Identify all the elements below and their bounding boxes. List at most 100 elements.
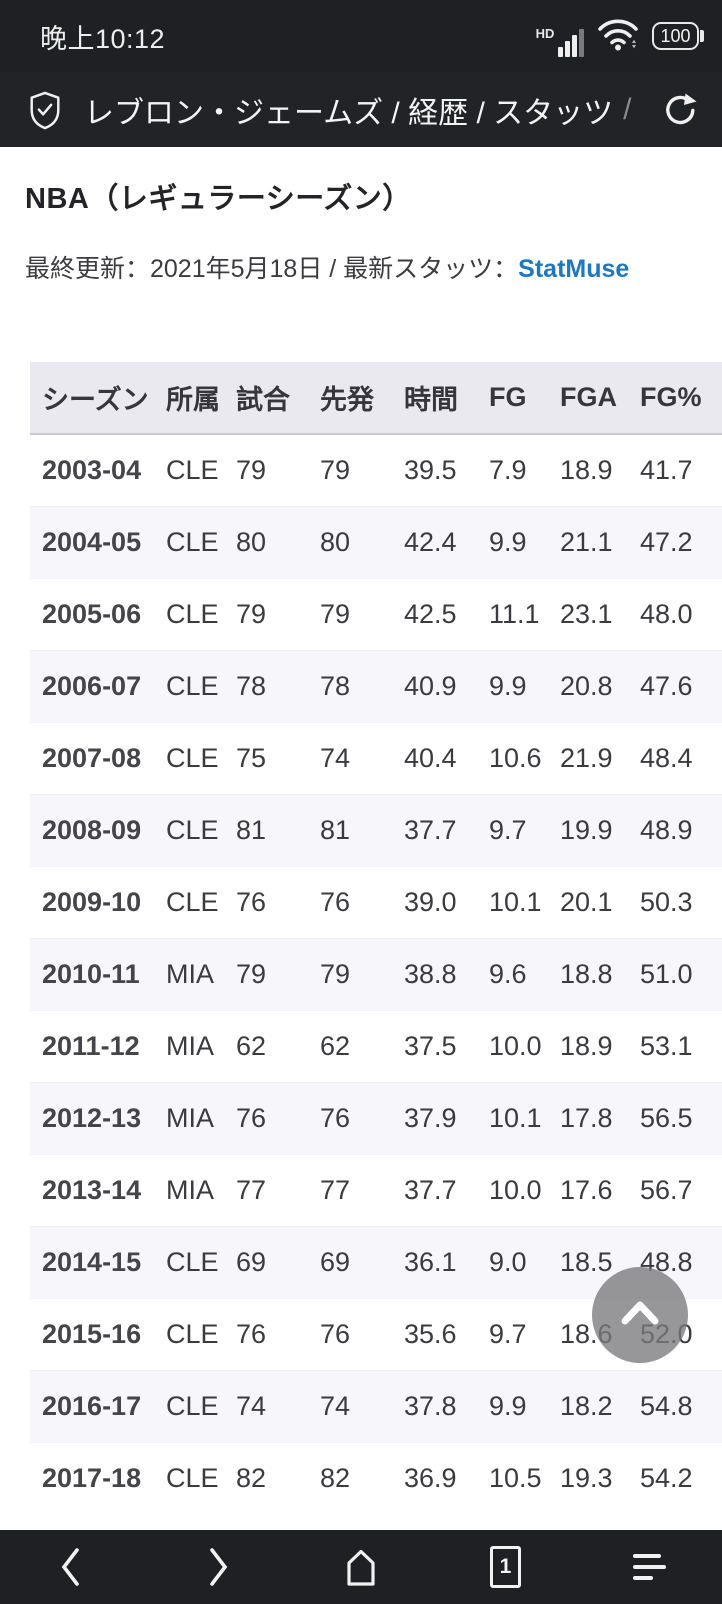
table-row: 2013-14 MIA 77 77 37.7 10.0 17.6 56.7	[30, 1153, 722, 1226]
col-header-fgpct: FG%	[640, 362, 722, 435]
stat-cell: 10.1	[489, 1081, 560, 1154]
stat-cell: 77	[320, 1153, 404, 1226]
refresh-icon[interactable]	[658, 88, 702, 132]
stat-cell: 7.9	[489, 454, 527, 485]
table-row: 2003-04 CLE 79 79 39.5 7.9 18.9 41.7	[30, 434, 722, 506]
stat-cell: CLE	[166, 454, 219, 485]
stat-cell: 9.0	[489, 1225, 560, 1298]
last-updated-line: 最終更新：2021年5月18日 / 最新スタッツ：StatMuse	[25, 249, 722, 285]
stat-cell: 69	[320, 1225, 404, 1298]
season-cell: 2004-05	[30, 505, 166, 578]
security-shield-icon[interactable]	[26, 88, 64, 132]
table-header-row: シーズン 所属 試合 先発 時間 FG FGA FG%	[30, 362, 722, 435]
scroll-to-top-button[interactable]	[592, 1267, 688, 1363]
statmuse-link[interactable]: StatMuse	[518, 255, 630, 283]
stat-cell: 74	[320, 1369, 404, 1442]
stat-cell: 75	[236, 721, 320, 794]
stat-cell: 48.8	[640, 1225, 722, 1298]
col-header-minutes: 時間	[404, 362, 489, 435]
stat-cell: 9.9	[489, 649, 560, 722]
stat-cell: 10.5	[489, 1441, 560, 1514]
season-cell: 2006-07	[30, 649, 166, 722]
season-cell: 2015-16	[30, 1297, 166, 1370]
page-title-field[interactable]: レブロン・ジェームズ / 経歴 / スタッツ /	[84, 88, 638, 132]
stat-cell: 76	[236, 1081, 320, 1154]
stat-cell: 18.9	[560, 454, 613, 485]
stat-cell: 18.2	[560, 1369, 640, 1442]
stat-cell: 37.7	[404, 793, 489, 866]
stat-cell: CLE	[166, 793, 236, 866]
stat-cell: 62	[236, 1009, 320, 1082]
season-cell: 2011-12	[30, 1009, 166, 1082]
browser-address-bar[interactable]: レブロン・ジェームズ / 経歴 / スタッツ /	[0, 72, 722, 147]
status-icons: HD 100	[536, 16, 704, 57]
tabs-button[interactable]: 1	[433, 1530, 577, 1604]
season-cell: 2005-06	[30, 577, 166, 650]
stat-cell: 69	[236, 1225, 320, 1298]
stat-cell: CLE	[166, 865, 236, 938]
stat-cell: 47.6	[640, 649, 722, 722]
stat-cell: MIA	[166, 1009, 236, 1082]
menu-button[interactable]	[578, 1530, 722, 1604]
stats-table-body: 2003-04 CLE 79 79 39.5 7.9 18.9 41.7 2004-05 CLE 8…	[30, 434, 722, 1514]
stat-cell: MIA	[166, 937, 236, 1010]
home-icon	[347, 1549, 375, 1586]
season-cell: 2013-14	[30, 1153, 166, 1226]
stat-cell: 10.1	[489, 865, 560, 938]
stat-cell: 11.1	[489, 577, 560, 650]
stat-cell: 79	[320, 937, 404, 1010]
stat-cell: 9.9	[489, 1369, 560, 1442]
stat-cell: 21.9	[560, 721, 640, 794]
chevron-up-icon	[592, 1266, 688, 1365]
stat-cell: 10.0	[489, 1009, 560, 1082]
table-row: 2010-11 MIA 79 79 38.8 9.6 18.8 51.0	[30, 937, 722, 1010]
stats-table-container[interactable]: シーズン 所属 試合 先発 時間 FG FGA FG% 2003-04 CLE 79…	[30, 362, 722, 1514]
stat-cell: 48.9	[640, 793, 722, 866]
cellular-signal-icon: HD	[536, 16, 585, 57]
stat-cell: 81	[236, 793, 320, 866]
stat-cell: 18.5	[560, 1225, 640, 1298]
stat-cell: 77	[236, 1153, 320, 1226]
stat-cell: 79	[236, 577, 320, 650]
stat-cell: 48.4	[640, 721, 722, 794]
stat-cell: 37.8	[404, 1369, 489, 1442]
stat-cell: 76	[320, 1081, 404, 1154]
stat-cell: 9.7	[489, 793, 560, 866]
back-button[interactable]	[0, 1530, 144, 1604]
stat-cell: 53.1	[640, 1009, 722, 1082]
table-row: 2005-06 CLE 79 79 42.5 11.1 23.1 48.0	[30, 577, 722, 650]
wifi-icon	[596, 16, 640, 57]
stat-cell: 17.8	[560, 1081, 640, 1154]
col-header-fga: FGA	[560, 362, 640, 435]
stat-cell: CLE	[166, 1369, 236, 1442]
stat-cell: 79	[236, 454, 267, 485]
stat-cell: 56.5	[640, 1081, 722, 1154]
col-header-team: 所属	[166, 362, 236, 435]
home-button[interactable]	[289, 1530, 433, 1604]
stat-cell: 76	[320, 1297, 404, 1370]
last-updated-text: 最終更新：2021年5月18日 / 最新スタッツ：	[25, 255, 519, 283]
stat-cell: 47.2	[640, 505, 722, 578]
stat-cell: 20.8	[560, 649, 640, 722]
stat-cell: 18.9	[560, 1009, 640, 1082]
stat-cell: 19.3	[560, 1441, 640, 1514]
stat-cell: 42.4	[404, 505, 489, 578]
stat-cell: 23.1	[560, 577, 640, 650]
stat-cell: 76	[236, 1297, 320, 1370]
stat-cell: 54.2	[640, 1441, 722, 1514]
stat-cell: 80	[236, 505, 320, 578]
stat-cell: 80	[320, 505, 404, 578]
forward-button[interactable]	[144, 1530, 288, 1604]
stat-cell: 9.7	[489, 1297, 560, 1370]
page-title-overflow: /	[623, 92, 632, 126]
stat-cell: 54.8	[640, 1369, 722, 1442]
table-row: 2014-15 CLE 69 69 36.1 9.0 18.5 48.8	[30, 1225, 722, 1298]
stat-cell: 37.5	[404, 1009, 489, 1082]
stat-cell: 9.6	[489, 937, 560, 1010]
stat-cell: CLE	[166, 1297, 236, 1370]
stat-cell: 40.9	[404, 649, 489, 722]
stat-cell: 10.0	[489, 1153, 560, 1226]
battery-icon: 100	[652, 22, 704, 50]
stat-cell: 50.3	[640, 865, 722, 938]
stat-cell: 78	[236, 649, 320, 722]
